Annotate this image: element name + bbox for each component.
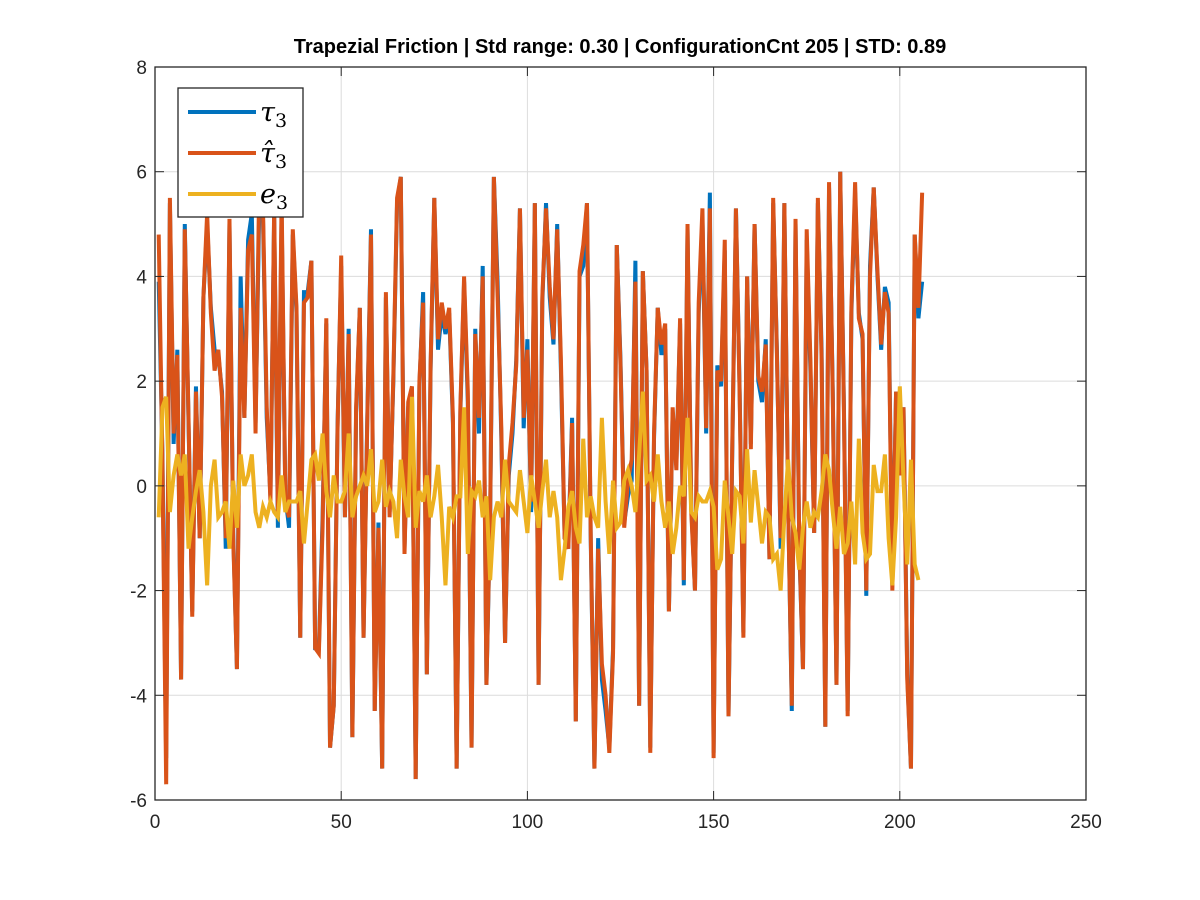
axes-box	[154, 66, 1087, 801]
y-tick-label: 6	[136, 163, 147, 184]
y-tick-label: -6	[130, 791, 147, 812]
y-tick-label: 4	[136, 267, 147, 288]
y-tick-label: 2	[136, 372, 147, 393]
x-tick-label: 200	[884, 812, 916, 833]
axis-ticks: 0 50 100 150 200 250 -6 -4 -2 0 2 4 6 8	[130, 58, 1102, 833]
series-lines	[156, 171, 925, 785]
legend: τ3τ̂3e3	[177, 87, 304, 218]
y-tick-label: -4	[130, 686, 147, 707]
y-tick-label: 0	[136, 477, 147, 498]
x-tick-label: 0	[150, 812, 161, 833]
x-tick-label: 250	[1070, 812, 1102, 833]
x-tick-label: 100	[512, 812, 544, 833]
x-tick-label: 50	[331, 812, 352, 833]
x-tick-label: 150	[698, 812, 730, 833]
y-tick-label: -2	[130, 582, 147, 603]
series-line-3	[156, 386, 921, 591]
chart-title: Trapezial Friction | Std range: 0.30 | C…	[294, 36, 946, 58]
y-tick-label: 8	[136, 58, 147, 79]
